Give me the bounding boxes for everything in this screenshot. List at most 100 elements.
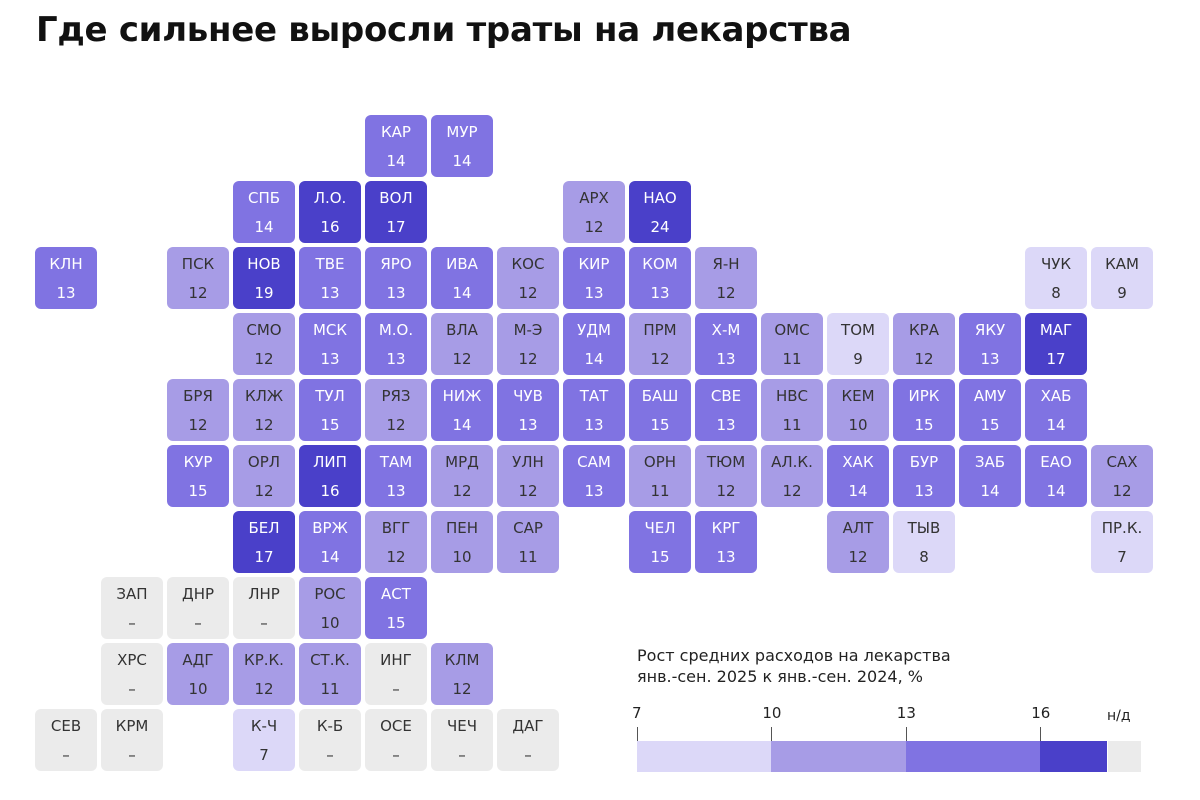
region-code: ИРК xyxy=(908,387,940,405)
region-value: 12 xyxy=(650,350,670,368)
region-tile: МСК 13 xyxy=(299,313,361,375)
region-code: КОС xyxy=(511,255,545,273)
region-code: КРА xyxy=(909,321,939,339)
region-tile: КЛН 13 xyxy=(35,247,97,309)
region-code: ПЕН xyxy=(445,519,479,537)
region-code: ХРС xyxy=(117,651,147,669)
region-value: 11 xyxy=(782,350,802,368)
region-code: УДМ xyxy=(577,321,611,339)
region-tile: НВС 11 xyxy=(761,379,823,441)
region-code: ТАМ xyxy=(379,453,413,471)
region-tile: КРМ – xyxy=(101,709,163,771)
region-value: 9 xyxy=(1117,284,1127,302)
region-code: ЧЕЛ xyxy=(644,519,676,537)
chart-title: Где сильнее выросли траты на лекарства xyxy=(36,10,852,50)
legend-tick-label: 16 xyxy=(1031,704,1051,722)
region-value: 17 xyxy=(386,218,406,236)
region-value: 12 xyxy=(254,416,274,434)
region-value: – xyxy=(392,746,400,764)
region-code: БАШ xyxy=(641,387,679,405)
region-tile: ЛИП 16 xyxy=(299,445,361,507)
region-tile: ОРН 11 xyxy=(629,445,691,507)
region-tile: АМУ 15 xyxy=(959,379,1021,441)
region-code: НИЖ xyxy=(442,387,482,405)
region-value: 12 xyxy=(782,482,802,500)
region-value: – xyxy=(524,746,532,764)
region-value: 13 xyxy=(584,284,604,302)
region-tile: КАМ 9 xyxy=(1091,247,1153,309)
region-value: 12 xyxy=(452,680,472,698)
region-tile: ЗАБ 14 xyxy=(959,445,1021,507)
region-code: ЧЕЧ xyxy=(446,717,478,735)
region-value: 15 xyxy=(386,614,406,632)
region-tile: НАО 24 xyxy=(629,181,691,243)
region-value: 11 xyxy=(650,482,670,500)
region-value: 13 xyxy=(914,482,934,500)
legend-tick xyxy=(637,727,638,741)
region-tile: УЛН 12 xyxy=(497,445,559,507)
region-code: К-Б xyxy=(316,717,344,735)
region-tile: ИРК 15 xyxy=(893,379,955,441)
region-tile: МАГ 17 xyxy=(1025,313,1087,375)
region-code: САР xyxy=(513,519,543,537)
region-code: ЯКУ xyxy=(974,321,1006,339)
region-code: ПСК xyxy=(181,255,215,273)
legend-band xyxy=(771,741,906,772)
region-code: ВЛА xyxy=(446,321,478,339)
region-value: – xyxy=(128,746,136,764)
region-value: 14 xyxy=(848,482,868,500)
region-tile: ХРС – xyxy=(101,643,163,705)
region-tile: КУР 15 xyxy=(167,445,229,507)
region-value: 14 xyxy=(980,482,1000,500)
legend-tick xyxy=(905,727,907,741)
region-value: 13 xyxy=(716,416,736,434)
region-value: 12 xyxy=(188,284,208,302)
region-value: 13 xyxy=(386,350,406,368)
region-tile: НИЖ 14 xyxy=(431,379,493,441)
region-tile: ЯРО 13 xyxy=(365,247,427,309)
region-code: КЛН xyxy=(49,255,83,273)
region-value: 13 xyxy=(320,350,340,368)
legend-band xyxy=(1040,741,1108,772)
region-tile: БЕЛ 17 xyxy=(233,511,295,573)
region-code: ОРН xyxy=(643,453,677,471)
region-value: 12 xyxy=(518,284,538,302)
region-code: ПРМ xyxy=(643,321,677,339)
region-code: ЧУВ xyxy=(513,387,543,405)
region-code: ОМС xyxy=(774,321,810,339)
region-code: ТОМ xyxy=(841,321,875,339)
region-value: 13 xyxy=(56,284,76,302)
region-code: НОВ xyxy=(247,255,281,273)
legend-title-line-1: Рост средних расходов на лекарства xyxy=(637,646,951,665)
region-value: 8 xyxy=(1051,284,1061,302)
region-tile: ВРЖ 14 xyxy=(299,511,361,573)
region-value: 13 xyxy=(386,284,406,302)
region-tile: САР 11 xyxy=(497,511,559,573)
region-value: – xyxy=(128,614,136,632)
region-code: ПР.К. xyxy=(1101,519,1143,537)
region-code: АЛТ xyxy=(842,519,874,537)
region-tile: КЛМ 12 xyxy=(431,643,493,705)
region-value: 12 xyxy=(254,680,274,698)
region-tile: ПЕН 10 xyxy=(431,511,493,573)
region-code: ТУЛ xyxy=(315,387,345,405)
region-tile: ТАТ 13 xyxy=(563,379,625,441)
region-code: ВГГ xyxy=(381,519,411,537)
region-code: АМУ xyxy=(973,387,1007,405)
color-legend: н/д 7 10 13 16 xyxy=(600,700,1200,790)
region-tile: СВЕ 13 xyxy=(695,379,757,441)
region-code: ХАК xyxy=(842,453,874,471)
region-tile: К-Ч 7 xyxy=(233,709,295,771)
region-value: 12 xyxy=(452,482,472,500)
region-tile: ВОЛ 17 xyxy=(365,181,427,243)
region-code: ДНР xyxy=(181,585,215,603)
region-code: ЗАП xyxy=(116,585,148,603)
region-value: 12 xyxy=(386,548,406,566)
region-tile: ТВЕ 13 xyxy=(299,247,361,309)
region-tile: ИВА 14 xyxy=(431,247,493,309)
region-tile: ТЮМ 12 xyxy=(695,445,757,507)
region-value: 19 xyxy=(254,284,274,302)
region-value: 10 xyxy=(320,614,340,632)
region-tile: КЛЖ 12 xyxy=(233,379,295,441)
region-code: БЕЛ xyxy=(248,519,280,537)
